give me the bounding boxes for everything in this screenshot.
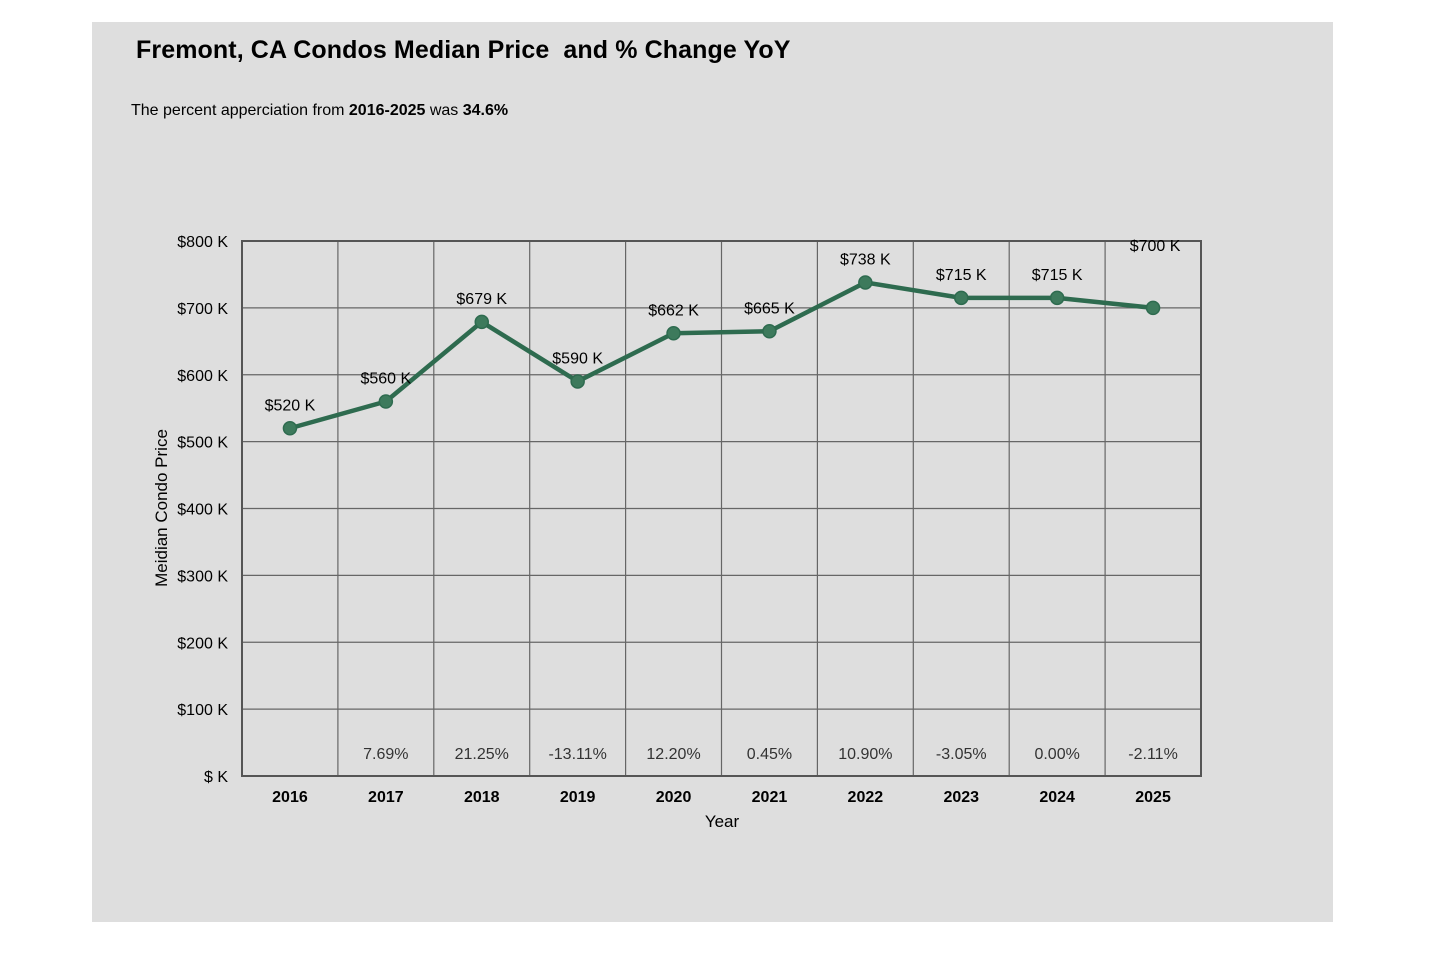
data-label: $662 K: [648, 302, 699, 319]
x-tick-label: 2021: [752, 789, 788, 806]
data-label: $520 K: [265, 397, 316, 414]
y-tick-label: $400 K: [177, 502, 228, 519]
yoy-change-label: -13.11%: [548, 746, 606, 763]
data-point: [1145, 300, 1161, 316]
data-label: $590 K: [552, 350, 603, 367]
plot-border: [241, 240, 1202, 777]
data-point: [474, 314, 489, 330]
data-point: [378, 394, 394, 409]
yoy-change-label: 7.69%: [363, 746, 408, 763]
yoy-change-label: -2.11%: [1128, 746, 1178, 763]
data-label: $715 K: [936, 267, 987, 284]
x-tick-label: 2024: [1039, 789, 1075, 806]
chart-panel: [92, 22, 1333, 922]
series-line: [287, 280, 1156, 431]
y-tick-label: $200 K: [177, 635, 228, 652]
yoy-change-label: 12.20%: [646, 746, 700, 763]
y-tick-label: $100 K: [177, 702, 228, 719]
x-tick-label: 2017: [368, 789, 404, 806]
data-point: [1049, 290, 1065, 306]
subtitle-middle: was: [425, 102, 463, 119]
x-tick-label: 2018: [464, 789, 500, 806]
y-tick-label: $500 K: [177, 435, 228, 452]
data-label: $738 K: [840, 251, 891, 268]
data-point: [666, 326, 681, 341]
yoy-change-label: 0.00%: [1034, 746, 1079, 763]
x-tick-label: 2019: [560, 789, 596, 806]
y-tick-label: $300 K: [177, 568, 228, 585]
x-tick-label: 2020: [656, 789, 692, 806]
yoy-change-label: 0.45%: [747, 746, 792, 763]
y-tick-label: $ K: [204, 769, 228, 786]
x-tick-label: 2023: [943, 789, 979, 806]
data-point: [858, 275, 873, 290]
x-axis-title: Year: [705, 812, 740, 831]
x-tick-label: 2016: [272, 789, 308, 806]
data-point: [762, 324, 777, 339]
y-axis-title: Meidian Condo Price: [152, 429, 171, 587]
data-label: $700 K: [1130, 238, 1181, 255]
chart-title: Fremont, CA Condos Median Price and % Ch…: [136, 36, 791, 64]
chart-subtitle: The percent apperciation from 2016-2025 …: [131, 102, 508, 120]
y-tick-label: $700 K: [177, 301, 228, 318]
data-point: [570, 374, 585, 389]
subtitle-prefix: The percent apperciation from: [131, 102, 349, 119]
data-point: [282, 421, 298, 436]
x-tick-label: 2022: [848, 789, 884, 806]
data-label: $679 K: [456, 291, 507, 308]
data-label: $560 K: [360, 371, 411, 388]
y-tick-label: $600 K: [177, 368, 228, 385]
subtitle-range: 2016-2025: [348, 102, 426, 119]
yoy-change-label: 10.90%: [838, 746, 892, 763]
data-label: $665 K: [744, 300, 795, 317]
yoy-change-label: 21.25%: [455, 746, 509, 763]
y-tick-label: $800 K: [177, 234, 228, 251]
yoy-change-label: -3.05%: [936, 746, 987, 763]
data-label: $715 K: [1032, 267, 1083, 284]
subtitle-value: 34.6%: [462, 102, 509, 119]
data-point: [954, 290, 969, 306]
x-tick-label: 2025: [1135, 789, 1171, 806]
